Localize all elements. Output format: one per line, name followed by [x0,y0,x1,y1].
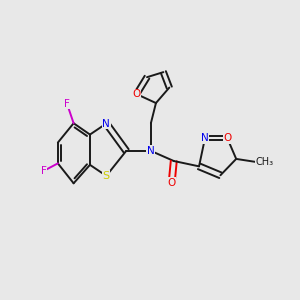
Text: N: N [147,146,155,156]
Text: O: O [223,133,231,143]
Text: F: F [64,99,70,109]
Text: O: O [168,178,176,188]
Text: N: N [201,133,209,143]
Text: F: F [41,166,47,176]
Text: O: O [133,89,141,99]
Text: CH₃: CH₃ [256,157,274,167]
Text: N: N [102,118,110,128]
Text: S: S [103,171,110,181]
